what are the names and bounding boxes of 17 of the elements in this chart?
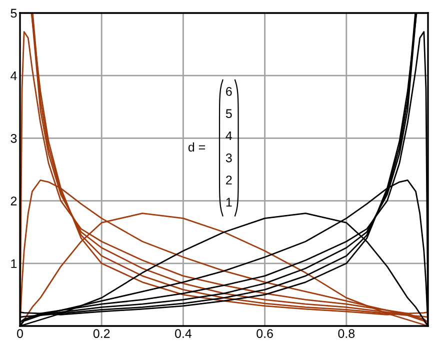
annotation: 5 bbox=[226, 109, 232, 118]
annotation: 2 bbox=[226, 176, 232, 184]
y-tick-label: 1 bbox=[11, 259, 17, 268]
annotation: 6 bbox=[226, 87, 232, 96]
x-tick-label: 0.4 bbox=[175, 329, 192, 338]
y-tick-label: 4 bbox=[10, 72, 17, 80]
annotation: 3 bbox=[226, 153, 232, 162]
annotation: 1 bbox=[226, 198, 232, 207]
x-tick-label: 0.6 bbox=[256, 329, 273, 338]
x-tick-label: 0 bbox=[17, 329, 23, 338]
x-tick-label: 0.8 bbox=[338, 329, 355, 338]
y-tick-label: 5 bbox=[10, 8, 17, 18]
annotation: d = bbox=[188, 142, 206, 152]
annotation: 4 bbox=[226, 131, 232, 140]
y-tick-label: 2 bbox=[10, 196, 17, 206]
x-tick-label: 0.2 bbox=[93, 329, 110, 338]
y-tick-label: 3 bbox=[10, 134, 17, 143]
